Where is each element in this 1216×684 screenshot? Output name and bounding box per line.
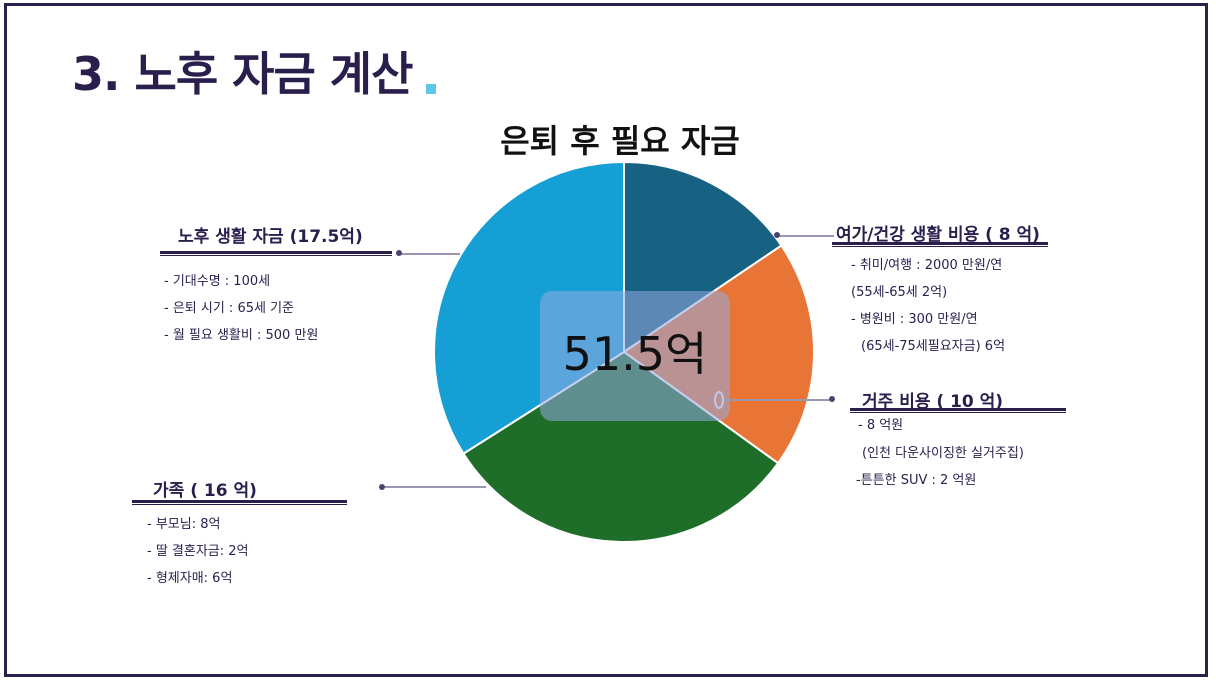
housing-cost-item: -튼튼한 SUV : 2 억원	[856, 473, 977, 488]
living-cost-underline	[160, 251, 392, 256]
housing-cost-item: (인천 다운사이징한 실거주집)	[862, 446, 1024, 461]
slice-family	[462, 350, 780, 543]
title-accent-square	[426, 84, 436, 94]
family-item: - 딸 결혼자금: 2억	[147, 544, 249, 559]
leisure-connector	[778, 235, 834, 237]
family-connector	[383, 486, 486, 488]
family-item: - 부모님: 8억	[147, 517, 221, 532]
living-cost-connector	[398, 253, 460, 255]
family-underline	[132, 500, 347, 505]
leisure-cost-item: (65세-75세필요자금) 6억	[861, 339, 1006, 354]
living-cost-item: - 월 필요 생활비 : 500 만원	[164, 328, 319, 343]
leisure-cost-underline	[832, 242, 1048, 247]
center-total-value: 51.5억	[562, 327, 708, 381]
chart-title: 은퇴 후 필요 자금	[500, 122, 740, 160]
leisure-cost-item: (55세-65세 2억)	[851, 285, 948, 300]
living-cost-item: - 은퇴 시기 : 65세 기준	[164, 301, 294, 316]
leisure-cost-item: - 병원비 : 300 만원/연	[851, 312, 978, 327]
leisure-cost-title: 여가/건강 생활 비용 ( 8 억)	[836, 225, 1040, 245]
family-connector-dot	[379, 484, 385, 490]
leisure-connector-dot	[774, 232, 780, 238]
housing-cost-title: 거주 비용 ( 10 억)	[862, 392, 1004, 412]
living-cost-connector-dot	[396, 250, 402, 256]
housing-connector-dot	[829, 396, 835, 402]
leisure-cost-item: - 취미/여행 : 2000 만원/연	[851, 258, 1003, 273]
family-item: - 형제자매: 6억	[147, 571, 233, 586]
living-cost-item: - 기대수명 : 100세	[164, 274, 271, 289]
housing-cost-underline	[850, 408, 1066, 413]
housing-connector	[724, 399, 832, 401]
housing-cost-item: - 8 억원	[858, 418, 904, 433]
page-title: 3. 노후 자금 계산	[72, 47, 413, 101]
center-label-box	[540, 291, 730, 421]
family-title: 가족 ( 16 억)	[153, 481, 257, 501]
living-cost-title: 노후 생활 자금 (17.5억)	[178, 227, 363, 247]
